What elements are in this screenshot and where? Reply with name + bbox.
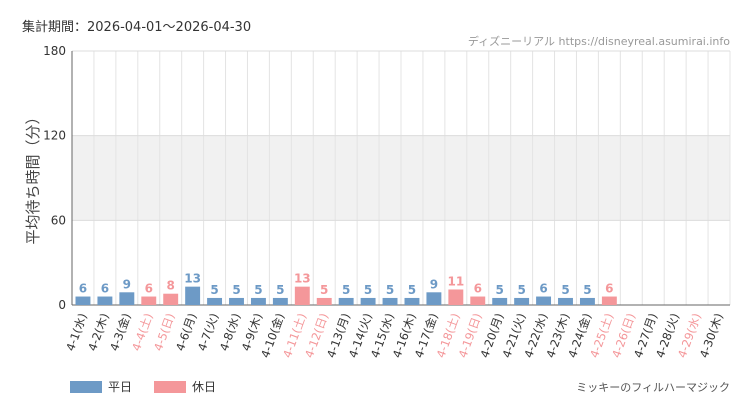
bar <box>448 289 464 305</box>
data-label: 9 <box>123 277 131 291</box>
bar <box>338 297 354 305</box>
bar <box>316 297 332 305</box>
watermark: ディズニーリアル https://disneyreal.asumirai.inf… <box>468 34 730 48</box>
data-label: 6 <box>539 282 547 296</box>
bar <box>558 297 573 305</box>
data-label: 5 <box>254 283 262 297</box>
legend-swatch-weekday <box>70 380 102 393</box>
bar <box>229 297 244 305</box>
legend-item-holiday: 休日 <box>154 378 216 395</box>
bar <box>514 297 530 305</box>
y-tick-label: 0 <box>58 298 66 312</box>
data-label: 5 <box>364 283 372 297</box>
bar <box>272 297 288 305</box>
data-label: 5 <box>496 283 504 297</box>
data-label: 5 <box>583 283 591 297</box>
bar <box>360 297 376 305</box>
bar <box>185 286 201 305</box>
data-label: 6 <box>145 282 153 296</box>
period-label: 集計期間：2026-04-01～2026-04-30 <box>22 20 252 35</box>
bar <box>163 293 179 305</box>
y-tick-labels: 0 60 120 180 <box>43 44 66 312</box>
bars <box>75 286 617 305</box>
bar <box>404 297 420 305</box>
data-label: 5 <box>320 283 328 297</box>
legend-item-weekday: 平日 <box>70 378 132 395</box>
bar <box>250 297 266 305</box>
bar <box>97 296 113 305</box>
bar <box>207 297 223 305</box>
data-label: 11 <box>447 274 464 288</box>
bar <box>601 296 617 305</box>
data-label: 5 <box>232 283 240 297</box>
data-label: 5 <box>342 283 350 297</box>
data-label: 5 <box>386 283 394 297</box>
bar <box>141 296 157 305</box>
data-label: 5 <box>561 283 569 297</box>
bar <box>579 297 595 305</box>
x-tick-labels: 4-1(水)4-2(木)4-3(金)4-4(土)4-5(日)4-6(月)4-7(… <box>63 311 726 360</box>
data-label: 6 <box>79 282 87 296</box>
axes <box>71 51 730 306</box>
data-label: 6 <box>101 282 109 296</box>
bar <box>470 296 486 305</box>
y-tick-label: 180 <box>43 44 66 58</box>
data-label: 13 <box>184 272 201 286</box>
data-label: 6 <box>605 282 613 296</box>
bar <box>536 296 552 305</box>
data-label: 9 <box>430 277 438 291</box>
data-label: 6 <box>474 282 482 296</box>
bar <box>75 296 91 305</box>
data-label: 13 <box>294 272 311 286</box>
data-label: 5 <box>408 283 416 297</box>
bar <box>492 297 508 305</box>
data-label: 5 <box>276 283 284 297</box>
legend-swatch-holiday <box>154 380 187 393</box>
bar <box>382 297 398 305</box>
y-tick-label: 120 <box>43 129 66 143</box>
bar <box>119 292 135 305</box>
bar <box>294 286 310 305</box>
attraction-name: ミッキーのフィルハーマジック <box>576 381 730 394</box>
data-label: 5 <box>210 283 218 297</box>
legend-label-holiday: 休日 <box>192 380 217 394</box>
y-axis-title: 平均待ち時間（分） <box>24 109 42 244</box>
legend: 平日 休日 <box>70 378 216 395</box>
legend-label-weekday: 平日 <box>108 380 133 394</box>
y-tick-label: 60 <box>51 213 66 227</box>
data-label: 8 <box>167 279 175 293</box>
data-label: 5 <box>517 283 525 297</box>
bar <box>426 292 442 305</box>
